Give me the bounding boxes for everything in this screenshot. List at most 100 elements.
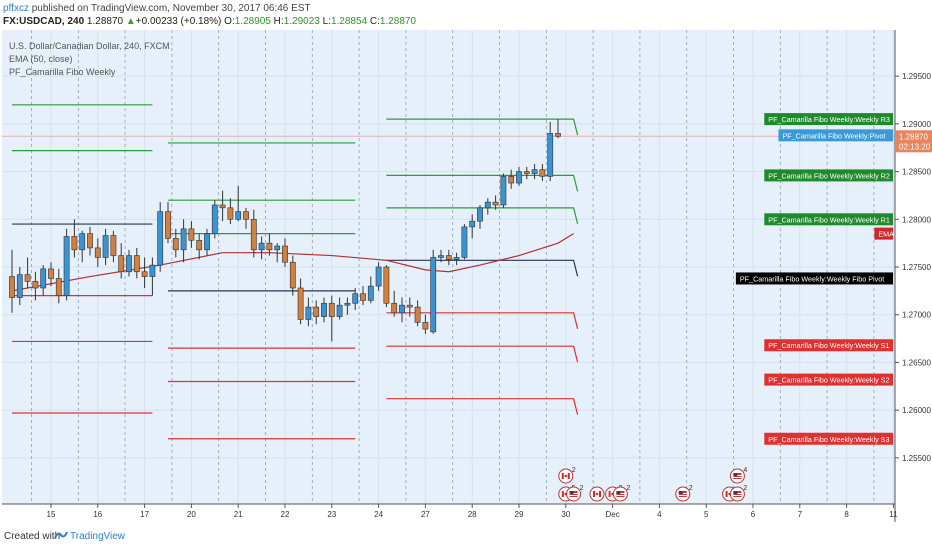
candle-body	[328, 302, 335, 317]
candle-body	[204, 233, 210, 251]
us-flag-canton-icon	[733, 491, 738, 494]
candle-body	[141, 271, 148, 277]
candle-body	[360, 293, 366, 301]
chart-legend: U.S. Dollar/Canadian Dollar, 240, FXCM E…	[9, 41, 170, 77]
low-label: L:	[322, 16, 331, 27]
event-badge: 2	[729, 485, 747, 502]
event-count: 2	[572, 467, 576, 474]
price-tick-label: 1.27500	[902, 263, 931, 272]
price-label-text: PF_Camarilla Fibo Weekly:Weekly Fibo Piv…	[740, 274, 884, 283]
candle-body	[188, 228, 195, 241]
price-label: PF_Camarilla Fibo Weekly:Weekly S3	[764, 432, 893, 445]
candle-body	[492, 201, 499, 206]
price-label: PF_Camarilla Fibo Weekly:Weekly R1	[764, 213, 893, 226]
candle-body	[313, 306, 320, 317]
candle-body	[422, 322, 429, 330]
level-resistance-line	[386, 207, 579, 224]
candle-body	[32, 281, 39, 289]
price-label-text: PF_Camarilla Fibo Weekly:Weekly R2	[768, 171, 890, 180]
us-flag-stripe-icon	[733, 495, 742, 496]
candle-body	[531, 169, 538, 174]
time-tick-label: 20	[187, 510, 196, 519]
candle-body	[63, 236, 70, 296]
canada-flag-band-icon	[599, 491, 601, 497]
price-label-text: EMA	[878, 230, 894, 239]
session-separators	[31, 30, 875, 504]
last-price: 1.28870	[86, 16, 124, 27]
open-value: 1.28905	[234, 16, 271, 27]
price-tick-label: 1.27000	[902, 311, 931, 320]
time-tick-label: 21	[234, 510, 243, 519]
price-label-box	[735, 272, 893, 285]
time-axis[interactable]: 15 16 17 20 21 22 23 24 27 28 29 30 Dec 4 5 6 7 8 11	[47, 504, 899, 519]
candle-body	[477, 207, 483, 222]
candle-body	[375, 266, 382, 287]
time-tick-label: 30	[561, 510, 570, 519]
candle-body	[87, 233, 93, 249]
candle-body	[40, 268, 47, 289]
candle-body	[414, 306, 421, 323]
us-flag-canton-icon	[569, 491, 574, 494]
candle-body	[133, 255, 140, 273]
event-badges: 52222224	[558, 467, 747, 502]
time-tick-label: 29	[515, 510, 524, 519]
candle-body	[383, 266, 390, 304]
candlestick-chart[interactable]: 52222224 1.295001.290001.285001.280001.2…	[2, 30, 932, 522]
candle-body	[555, 133, 561, 137]
candle-body	[126, 255, 132, 273]
price-label: PF_Camarilla Fibo Weekly:Weekly S2	[764, 373, 893, 386]
price-label-box	[764, 339, 893, 352]
publish-line: pffxcz published on TradingView.com, Nov…	[3, 3, 311, 15]
legend-ema[interactable]: EMA (50, close)	[9, 54, 73, 64]
price-label-box	[874, 227, 893, 240]
price-labels: PF_Camarilla Fibo Weekly:Weekly R3 PF_Cam…	[735, 113, 932, 445]
candle-body	[71, 236, 78, 251]
event-badge	[589, 486, 605, 502]
candle-body	[500, 176, 507, 206]
canada-flag-band-icon	[561, 491, 564, 497]
price-label-text: PF_Camarilla Fibo Weekly:Weekly S1	[768, 341, 889, 350]
candle-body	[79, 233, 86, 251]
author-link[interactable]: pffxcz	[3, 3, 29, 14]
candle-body	[430, 257, 437, 333]
candle-body	[438, 255, 444, 258]
price-label-text: PF_Camarilla Fibo Weekly:Weekly R1	[768, 215, 890, 224]
candle-body	[180, 228, 187, 251]
price-label-box	[764, 213, 893, 226]
us-flag-canton-icon	[616, 491, 621, 494]
price-label: PF_Camarilla Fibo Weekly:Pivot	[778, 129, 893, 142]
price-label: PF_Camarilla Fibo Weekly:Weekly S1	[764, 339, 893, 352]
footer: Created with TradingView	[0, 522, 932, 550]
candle-body	[157, 211, 164, 266]
event-count: 2	[743, 485, 747, 492]
time-tick-label: 27	[421, 510, 430, 519]
bar-countdown: 02:13:20	[899, 142, 931, 151]
price-label-text: PF_Camarilla Fibo Weekly:Weekly S3	[768, 435, 889, 444]
candle-body	[110, 235, 117, 256]
level-support-line	[386, 345, 579, 363]
legend-indicator[interactable]: PF_Camarilla Fibo Weekly	[9, 67, 116, 77]
price-tick-label: 1.26500	[902, 358, 931, 367]
open-label: O:	[224, 16, 235, 27]
candle-body	[305, 306, 312, 320]
time-axis-background	[2, 504, 932, 522]
time-tick-label: 23	[327, 510, 336, 519]
price-axis-background	[895, 30, 932, 504]
tradingview-brand[interactable]: TradingView	[70, 531, 126, 542]
price-label: PF_Camarilla Fibo Weekly:Weekly Fibo Piv…	[735, 272, 893, 285]
price-label: EMA	[874, 227, 894, 240]
candle-body	[461, 226, 468, 258]
time-tick-label: 16	[93, 510, 102, 519]
us-flag-canton-icon	[678, 491, 683, 494]
camarilla-levels	[12, 104, 579, 440]
level-resistance-line	[386, 174, 579, 192]
level-support-line	[386, 398, 579, 415]
candle-body	[523, 171, 530, 174]
maple-leaf-icon	[564, 474, 568, 478]
time-tick-label: 15	[47, 510, 56, 519]
candle-body	[102, 235, 109, 258]
price-axis[interactable]: 1.29500 1.29000 1.28500 1.28000 1.27500 1.270…	[895, 72, 931, 463]
current-price-box	[895, 130, 932, 153]
canada-flag-band-icon	[608, 491, 611, 497]
candle-body	[94, 247, 101, 258]
